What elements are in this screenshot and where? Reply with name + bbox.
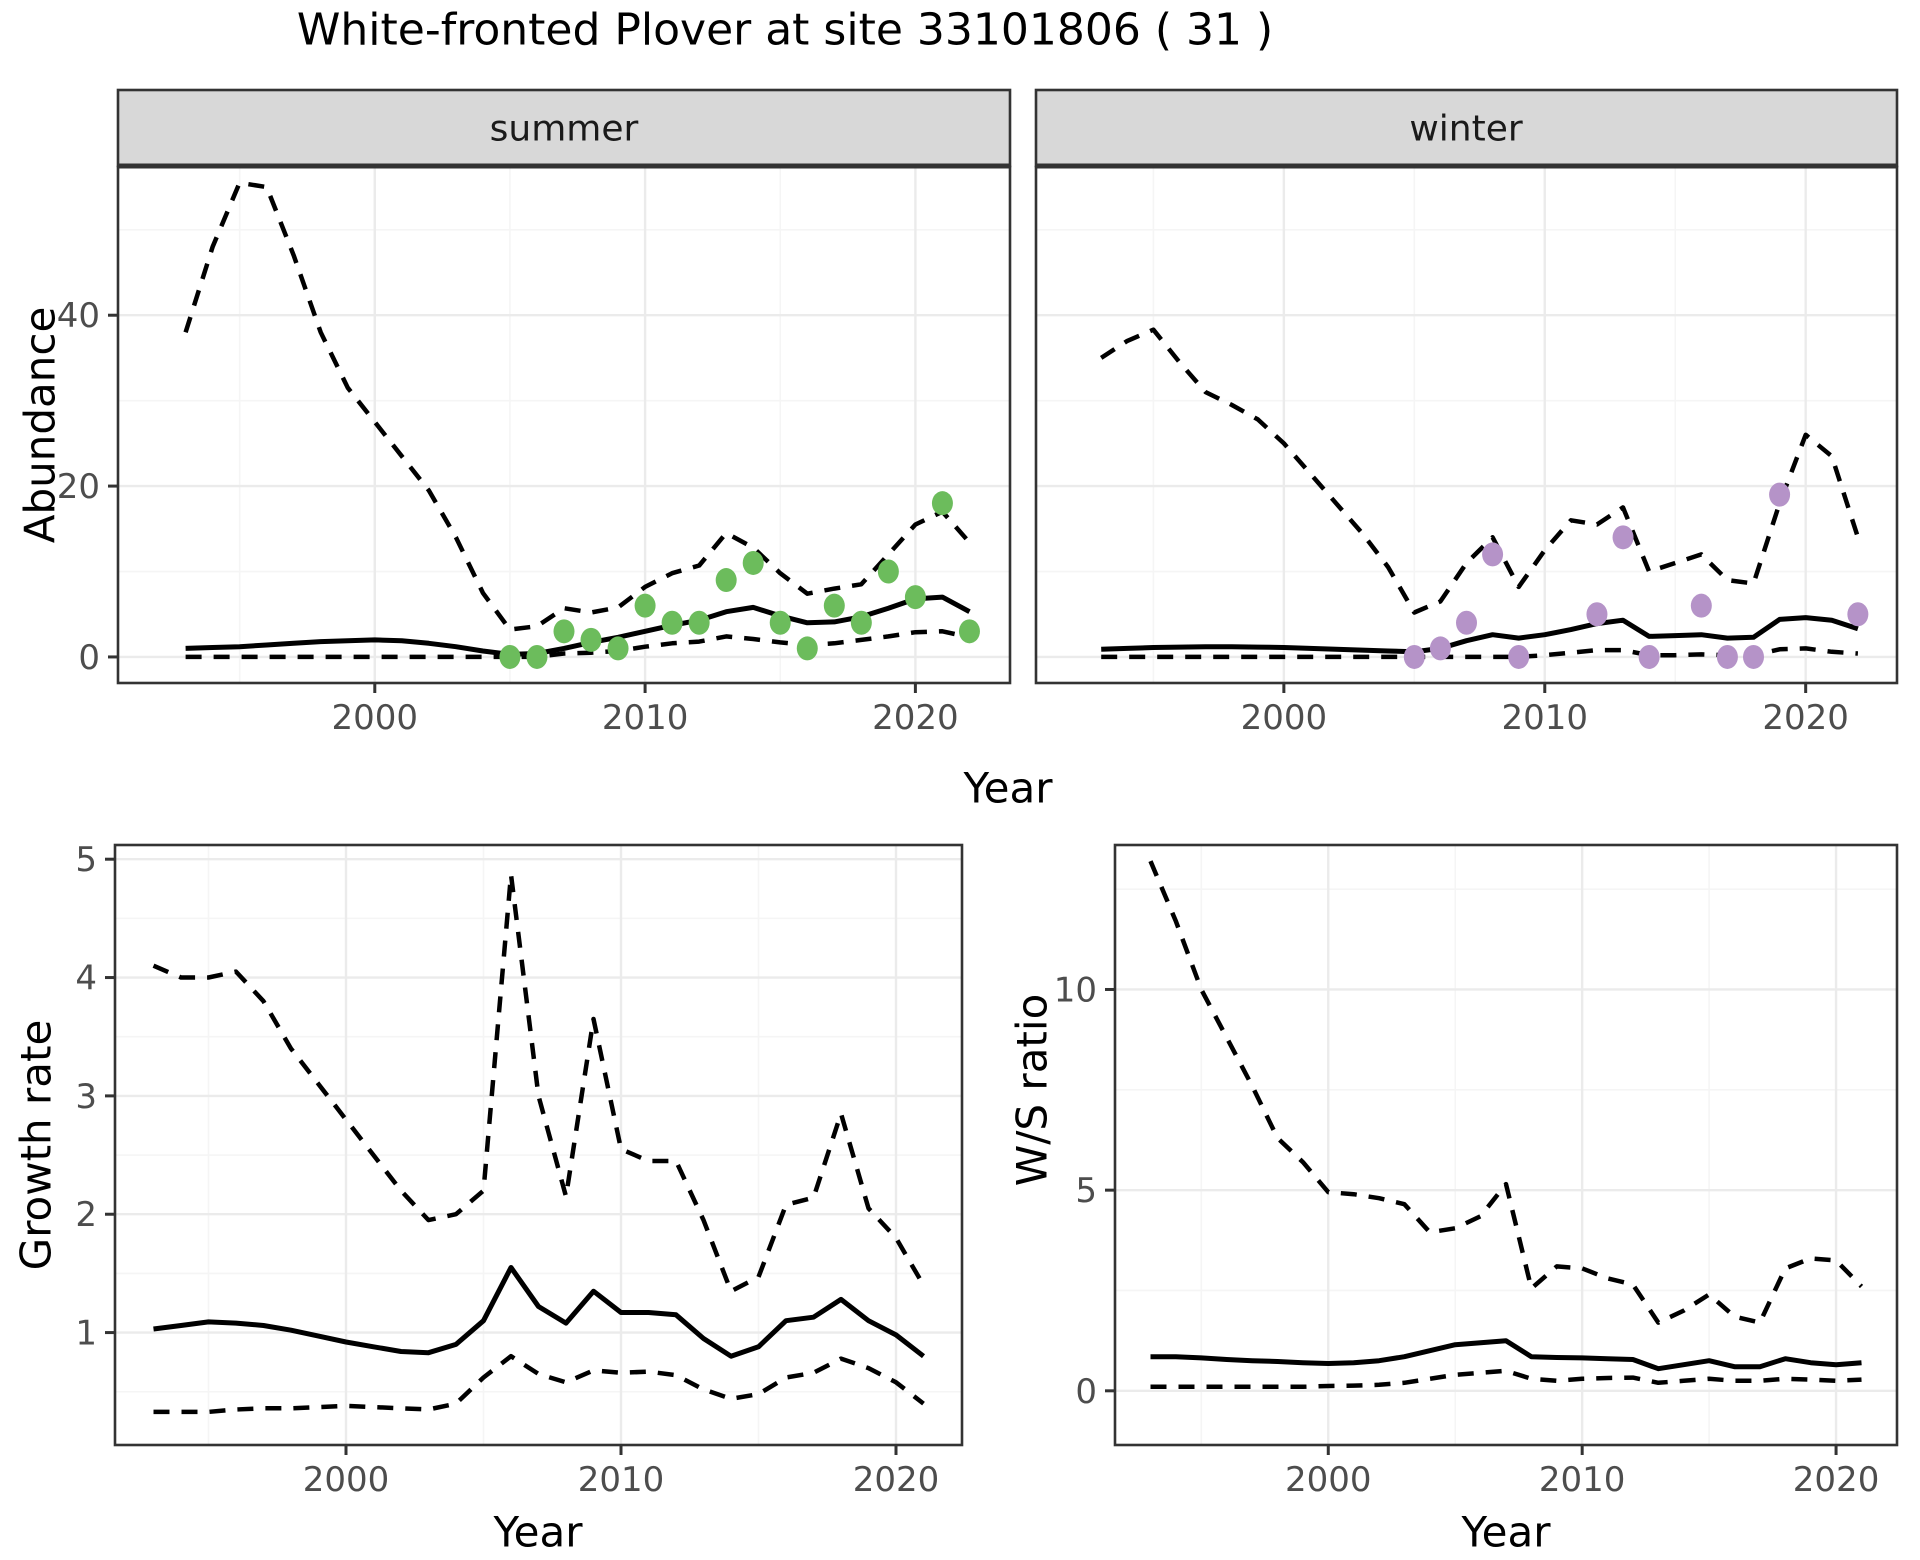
facet-strip-label-summer: summer bbox=[489, 108, 639, 150]
abundance-summer-median-line bbox=[185, 594, 971, 657]
ws-ratio-lower_ci-line bbox=[1150, 1368, 1862, 1390]
data-point bbox=[958, 619, 980, 644]
panel-background bbox=[1115, 845, 1897, 1445]
x-tick-label: 2000 bbox=[1285, 1460, 1372, 1500]
data-point bbox=[499, 644, 521, 669]
y-tick-label: 0 bbox=[78, 638, 100, 678]
growth-rate-panel: 2000 2010 2020 1 2 3 4 5 bbox=[75, 840, 964, 1500]
y-tick-label: 5 bbox=[75, 840, 97, 880]
data-point bbox=[1743, 644, 1764, 669]
data-point bbox=[580, 627, 602, 652]
data-point bbox=[526, 644, 548, 669]
data-point bbox=[607, 636, 629, 661]
y-tick-label: 0 bbox=[1075, 1372, 1097, 1412]
data-point bbox=[1847, 602, 1869, 627]
facet-strip-label-winter: winter bbox=[1409, 108, 1523, 150]
x-tick-label: 2010 bbox=[1502, 698, 1589, 738]
abundance-summer-upper_ci-line bbox=[183, 180, 972, 632]
data-point bbox=[661, 610, 683, 635]
growth-rate-upper_ci-line bbox=[152, 872, 926, 1294]
abundance-winter-median-line bbox=[1101, 615, 1859, 655]
abundance-summer-lower_ci-line bbox=[185, 629, 970, 660]
data-point bbox=[1690, 593, 1712, 618]
data-point bbox=[769, 610, 791, 635]
data-point bbox=[742, 550, 764, 575]
x-tick-label: 2010 bbox=[602, 698, 689, 738]
panel-background bbox=[115, 845, 962, 1445]
x-tick-label: 2010 bbox=[1539, 1460, 1626, 1500]
ws-ratio-x-axis-title: Year bbox=[1461, 1507, 1551, 1557]
y-tick-label: 10 bbox=[1054, 970, 1097, 1010]
panel-background bbox=[118, 167, 1010, 683]
y-tick-label: 40 bbox=[57, 296, 100, 336]
data-point bbox=[634, 593, 656, 618]
x-tick-label: 2000 bbox=[1241, 698, 1328, 738]
abundance-winter-panel: 2000 2010 2020 bbox=[1034, 88, 1899, 738]
observed-summer-counts bbox=[499, 491, 980, 669]
ws-ratio-upper_ci-line bbox=[1148, 860, 1864, 1325]
panel-border bbox=[1113, 843, 1899, 1447]
y-tick-label: 3 bbox=[75, 1077, 97, 1117]
data-point bbox=[796, 636, 818, 661]
data-point bbox=[1638, 644, 1660, 669]
x-tick-label: 2000 bbox=[303, 1460, 390, 1500]
data-point bbox=[688, 610, 710, 635]
observed-winter-counts bbox=[1403, 482, 1869, 669]
panel-background bbox=[1036, 167, 1897, 683]
data-point bbox=[1508, 644, 1530, 669]
facet-strip bbox=[116, 88, 1012, 168]
data-point bbox=[1586, 602, 1608, 627]
ws-ratio-panel: 2000 2010 2020 0 5 10 bbox=[1054, 843, 1899, 1500]
y-tick-label: 20 bbox=[57, 467, 100, 507]
y-tick-label: 2 bbox=[75, 1195, 97, 1235]
chart-title: White-fronted Plover at site 33101806 ( … bbox=[296, 4, 1274, 56]
y-tick-label: 1 bbox=[75, 1314, 97, 1354]
growth-rate-median-line bbox=[153, 1265, 926, 1359]
growth-rate-lower_ci-line bbox=[153, 1353, 925, 1415]
data-point bbox=[1612, 525, 1634, 550]
data-point bbox=[823, 593, 845, 618]
y-tick-label: 5 bbox=[1075, 1171, 1097, 1211]
data-point bbox=[1716, 644, 1738, 669]
x-tick-label: 2020 bbox=[853, 1460, 940, 1500]
data-point bbox=[904, 585, 926, 610]
abundance-y-axis-title: Abundance bbox=[15, 306, 65, 544]
y-tick-label: 4 bbox=[75, 959, 97, 999]
facet-strip bbox=[1034, 88, 1899, 168]
growth-rate-x-axis-title: Year bbox=[493, 1507, 583, 1557]
x-tick-label: 2020 bbox=[1793, 1460, 1880, 1500]
data-point bbox=[1429, 636, 1451, 661]
abundance-summer-panel: 2000 2010 2020 0 20 40 bbox=[57, 88, 1012, 738]
data-point bbox=[553, 619, 575, 644]
data-point bbox=[877, 559, 899, 584]
data-point bbox=[931, 491, 953, 516]
abundance-winter-upper_ci-line bbox=[1099, 327, 1861, 615]
ws-ratio-median-line bbox=[1150, 1338, 1862, 1372]
data-point bbox=[1456, 610, 1477, 635]
ws-ratio-y-axis-title: W/S ratio bbox=[1007, 993, 1057, 1187]
data-point bbox=[1403, 644, 1425, 669]
growth-rate-y-axis-title: Growth rate bbox=[11, 1019, 61, 1271]
data-point bbox=[850, 610, 872, 635]
data-point bbox=[715, 568, 737, 593]
x-tick-label: 2000 bbox=[332, 698, 419, 738]
x-tick-label: 2020 bbox=[1762, 698, 1849, 738]
data-point bbox=[1769, 482, 1791, 507]
top-x-axis-title: Year bbox=[963, 763, 1053, 813]
data-point bbox=[1482, 542, 1504, 567]
x-tick-label: 2010 bbox=[578, 1460, 665, 1500]
x-tick-label: 2020 bbox=[872, 698, 959, 738]
panel-border bbox=[113, 843, 964, 1447]
